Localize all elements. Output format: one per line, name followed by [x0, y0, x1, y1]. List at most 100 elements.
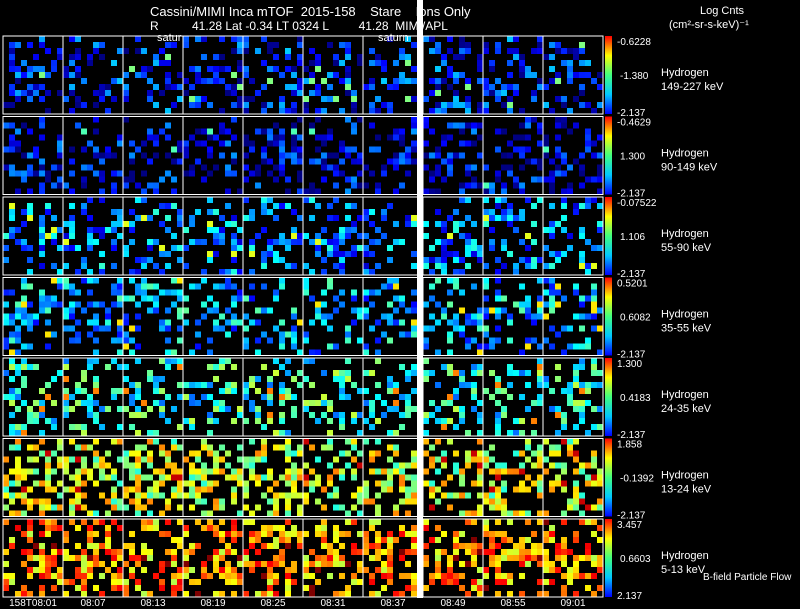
panel-5-image-7 [363, 358, 423, 436]
panel-4-image-2 [63, 277, 123, 356]
panel-4-image-7 [363, 277, 423, 356]
panel-2-image-2 [63, 116, 123, 195]
panel-7: 3.457 0.6603 2.137 Hydrogen 5-13 keV [2, 518, 709, 602]
panel-2-image-3 [123, 116, 183, 195]
panel-6-image-5 [243, 438, 303, 517]
time-tick-label: 08:19 [200, 598, 226, 609]
panel-7-image-6 [303, 519, 363, 597]
colorbar-min-label: -2.137 [617, 189, 646, 200]
panel-7-image-7 [363, 519, 423, 597]
panel-species-label: Hydrogen [661, 228, 709, 240]
panel-3-colorbar [605, 197, 612, 275]
time-tick-label: 08:13 [140, 598, 166, 609]
data-gap-separator [417, 0, 423, 598]
panel-4-image-4 [183, 277, 243, 356]
panel-3-image-9 [483, 197, 543, 275]
time-tick-label: 08:25 [260, 598, 286, 609]
panel-6-image-2 [63, 438, 123, 517]
panel-energy-label: 13-24 keV [661, 484, 712, 496]
time-tick-label: 08:49 [440, 598, 466, 609]
panel-7-image-10 [543, 519, 603, 597]
panel-3-image-10 [543, 197, 603, 275]
colorbar-max-label: 0.5201 [617, 279, 648, 290]
panel-species-label: Hydrogen [661, 470, 709, 482]
panel-2-image-8 [423, 116, 483, 195]
panel-6-image-1 [3, 438, 63, 517]
panel-6-image-4 [183, 438, 243, 517]
panel-4-image-1 [3, 277, 63, 356]
colorbar-max-label: 1.858 [617, 440, 642, 451]
panel-4-image-9 [483, 277, 543, 356]
panel-5-image-10 [543, 358, 603, 436]
colorbar-min-label: -2.137 [617, 269, 646, 280]
panel-2-image-9 [483, 116, 543, 195]
panel-3-image-2 [63, 197, 123, 275]
panel-4-image-8 [423, 277, 483, 356]
colorbar-min-label: 2.137 [617, 591, 642, 602]
colorbar-units-line1: Log Cnts [700, 5, 745, 17]
panel-5-image-8 [423, 358, 483, 436]
panel-1-image-1 [3, 36, 63, 114]
time-tick-label: 08:55 [500, 598, 526, 609]
time-axis: 158T08:01 08:07 08:13 08:19 08:25 08:31 08:37 0… [0, 598, 800, 609]
figure-title: Cassini/MIMI Inca mTOF 2015-158 Stare Io… [150, 4, 471, 19]
panel-energy-label: 24-35 keV [661, 403, 712, 415]
panel-5-image-2 [63, 358, 123, 436]
panel-3-image-1 [3, 203, 63, 275]
panel-5-image-6 [303, 358, 363, 436]
panel-7-image-4 [183, 519, 243, 597]
colorbar-units-line2: (cm²-sr-s-keV)⁻¹ [669, 19, 749, 31]
time-tick-label: 08:07 [80, 598, 106, 609]
panel-1-image-7 [363, 36, 423, 114]
saturn-label-left: satur [157, 32, 182, 44]
panel-1-image-4 [183, 36, 243, 114]
panel-7-image-8 [423, 519, 483, 597]
panel-1-image-6 [303, 42, 363, 114]
panel-5-colorbar [605, 358, 612, 436]
panel-energy-label: 149-227 keV [661, 81, 724, 93]
panel-energy-label: 5-13 keV [661, 564, 706, 576]
panel-2-image-5 [243, 116, 303, 195]
panel-1-image-5 [243, 36, 303, 114]
panel-species-label: Hydrogen [661, 389, 709, 401]
panel-5-image-1 [3, 358, 63, 436]
panel-3-image-7 [363, 197, 423, 275]
colorbar-min-label: -2.137 [617, 108, 646, 119]
panel-3-image-4 [183, 197, 243, 275]
colorbar-max-label: -0.4629 [617, 118, 651, 129]
panel-6-image-8 [423, 438, 483, 517]
time-tick-label: 08:37 [380, 598, 406, 609]
colorbar-mid-label: 1.106 [620, 232, 645, 243]
panel-4-image-3 [123, 277, 183, 356]
panel-7-colorbar [605, 519, 612, 597]
panel-species-label: Hydrogen [661, 67, 709, 79]
colorbar-mid-label: 0.6603 [620, 554, 651, 565]
colorbar-min-label: -2.137 [617, 511, 646, 522]
panel-5-image-9 [483, 358, 543, 436]
colorbar-max-label: 1.300 [617, 359, 642, 370]
panel-6-image-10 [543, 438, 603, 517]
panel-5-image-5 [243, 358, 303, 436]
time-tick-label: 09:01 [560, 598, 586, 609]
panel-6: 1.858 -0.1392 -2.137 Hydrogen 13-24 keV [2, 438, 712, 522]
time-tick-label: 158T08:01 [9, 598, 57, 609]
colorbar-max-label: -0.6228 [617, 37, 651, 48]
panel-7-image-2 [63, 519, 123, 597]
panel-6-image-6 [303, 438, 363, 517]
colorbar-mid-label: 0.6082 [620, 313, 651, 324]
panel-2-image-1 [3, 116, 63, 195]
panel-2-image-6 [303, 116, 363, 195]
panel-7-image-5 [243, 519, 303, 597]
panel-3: -0.07522 1.106 -2.137 Hydrogen 55-90 keV [2, 196, 712, 280]
panel-6-image-9 [483, 438, 543, 517]
colorbar-min-label: -2.137 [617, 430, 646, 441]
panel-5: 1.300 0.4183 -2.137 Hydrogen 24-35 keV [2, 357, 712, 441]
panel-4-image-10 [543, 277, 603, 356]
panel-5-image-3 [123, 358, 183, 436]
panel-4-image-5 [243, 277, 303, 356]
colorbar-max-label: -0.07522 [617, 198, 657, 209]
panel-2-image-7 [363, 116, 423, 195]
panel-energy-label: 55-90 keV [661, 242, 712, 254]
panel-7-image-1 [3, 519, 63, 597]
